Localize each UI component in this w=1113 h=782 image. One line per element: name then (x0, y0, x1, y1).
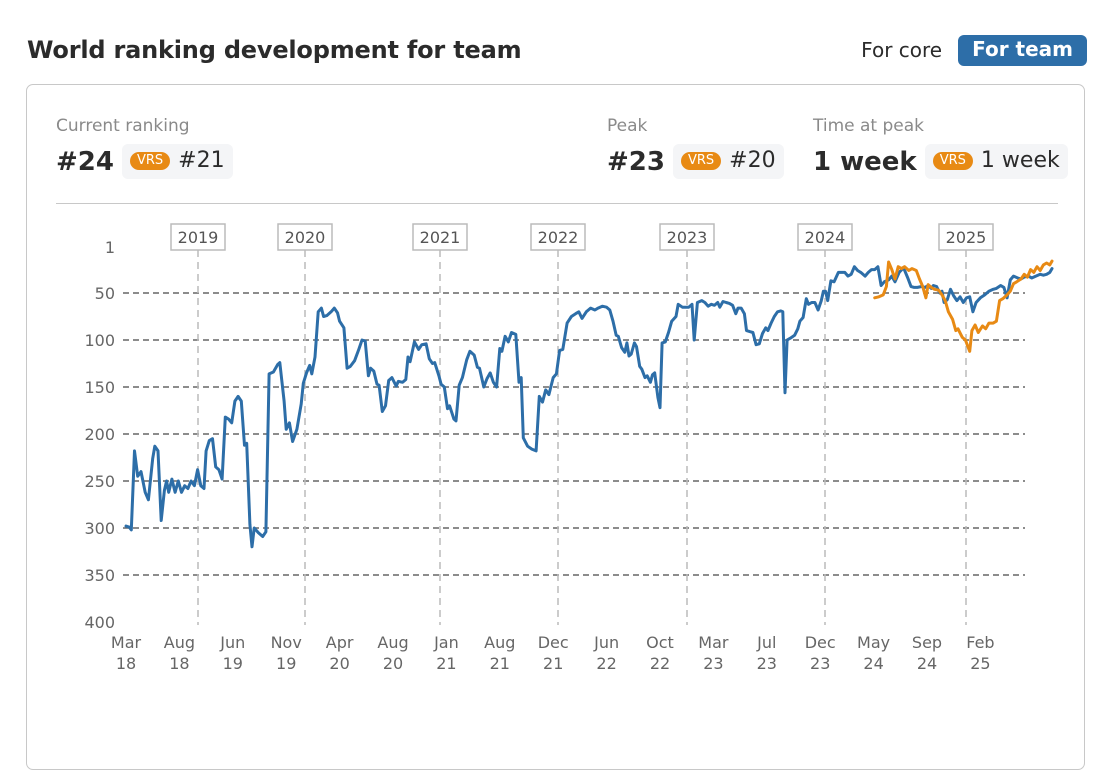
time-at-peak-stat: Time at peak 1 week VRS 1 week (813, 116, 1068, 179)
x-tick-month: Dec (538, 633, 569, 652)
x-tick-year: 23 (810, 654, 830, 673)
time-at-peak-label: Time at peak (813, 116, 925, 136)
vrs-ranking-line (873, 259, 1054, 353)
for-team-button[interactable]: For team (958, 34, 1087, 66)
x-tick-year: 23 (703, 654, 723, 673)
view-toggle: For core For team (859, 34, 1087, 66)
x-tick-month: Jan (433, 633, 459, 652)
x-tick-month: Apr (326, 633, 354, 652)
year-marker-box (530, 223, 586, 251)
x-tick-month: Mar (111, 633, 142, 652)
x-tick-year: 22 (650, 654, 670, 673)
page-title: World ranking development for team (27, 36, 522, 64)
y-tick-label: 150 (84, 378, 115, 397)
peak-value: #23 (607, 146, 665, 177)
x-tick-month: Jul (756, 633, 776, 652)
y-tick-label: 350 (84, 566, 115, 585)
x-tick-year: 22 (596, 654, 616, 673)
time-at-peak-value: 1 week (813, 146, 917, 177)
year-marker-box (797, 223, 853, 251)
peak-label: Peak (607, 116, 648, 136)
x-tick-year: 21 (490, 654, 510, 673)
current-ranking-stat: Current ranking #24 VRS #21 (56, 116, 233, 179)
x-tick-month: May (857, 633, 890, 652)
world-ranking-line (124, 265, 1054, 549)
x-tick-month: Oct (646, 633, 674, 652)
y-tick-label: 250 (84, 472, 115, 491)
peak-vrs-value: #20 (729, 148, 776, 173)
peak-stat: Peak #23 VRS #20 (607, 116, 784, 179)
y-tick-label: 50 (95, 284, 115, 303)
vrs-badge: VRS (680, 151, 722, 170)
x-tick-month: Sep (912, 633, 942, 652)
x-tick-year: 24 (917, 654, 937, 673)
year-marker-label: 2022 (538, 228, 579, 247)
year-marker-label: 2025 (946, 228, 987, 247)
year-marker-label: 2021 (420, 228, 461, 247)
x-tick-year: 24 (863, 654, 883, 673)
year-marker-box (277, 223, 333, 251)
y-tick-label: 200 (84, 425, 115, 444)
current-ranking-value: #24 (56, 146, 114, 177)
y-tick-label: 1 (105, 238, 115, 257)
x-tick-month: Jun (593, 633, 619, 652)
x-tick-month: Feb (966, 633, 994, 652)
x-tick-month: Mar (698, 633, 729, 652)
year-marker-box (938, 223, 994, 251)
year-marker-label: 2024 (805, 228, 846, 247)
x-tick-month: Dec (805, 633, 836, 652)
x-tick-year: 19 (223, 654, 243, 673)
stats-divider (56, 203, 1058, 204)
x-tick-month: Aug (164, 633, 195, 652)
year-marker-label: 2023 (667, 228, 708, 247)
x-tick-month: Aug (377, 633, 408, 652)
x-tick-month: Aug (484, 633, 515, 652)
year-marker-label: 2019 (178, 228, 219, 247)
year-marker-box (412, 223, 468, 251)
x-tick-year: 18 (116, 654, 136, 673)
year-marker-box (659, 223, 715, 251)
ranking-card (26, 84, 1085, 770)
time-at-peak-vrs-box: VRS 1 week (924, 144, 1068, 179)
vrs-badge: VRS (129, 151, 171, 170)
x-tick-year: 21 (543, 654, 563, 673)
time-at-peak-vrs-value: 1 week (980, 148, 1060, 173)
current-vrs-value: #21 (178, 148, 225, 173)
vrs-badge: VRS (932, 151, 973, 170)
current-ranking-label: Current ranking (56, 116, 190, 136)
x-tick-month: Nov (271, 633, 302, 652)
for-core-button[interactable]: For core (861, 38, 943, 62)
peak-vrs-box: VRS #20 (672, 144, 784, 179)
current-vrs-box: VRS #21 (121, 144, 233, 179)
x-tick-year: 18 (169, 654, 189, 673)
y-tick-label: 300 (84, 519, 115, 538)
year-marker-label: 2020 (285, 228, 326, 247)
x-tick-year: 21 (436, 654, 456, 673)
y-tick-label: 100 (84, 331, 115, 350)
x-tick-year: 20 (383, 654, 403, 673)
x-tick-year: 19 (276, 654, 296, 673)
x-tick-year: 25 (970, 654, 990, 673)
y-tick-label: 400 (84, 613, 115, 632)
x-tick-year: 23 (757, 654, 777, 673)
year-marker-box (170, 223, 226, 251)
x-tick-month: Jun (219, 633, 245, 652)
x-tick-year: 20 (329, 654, 349, 673)
